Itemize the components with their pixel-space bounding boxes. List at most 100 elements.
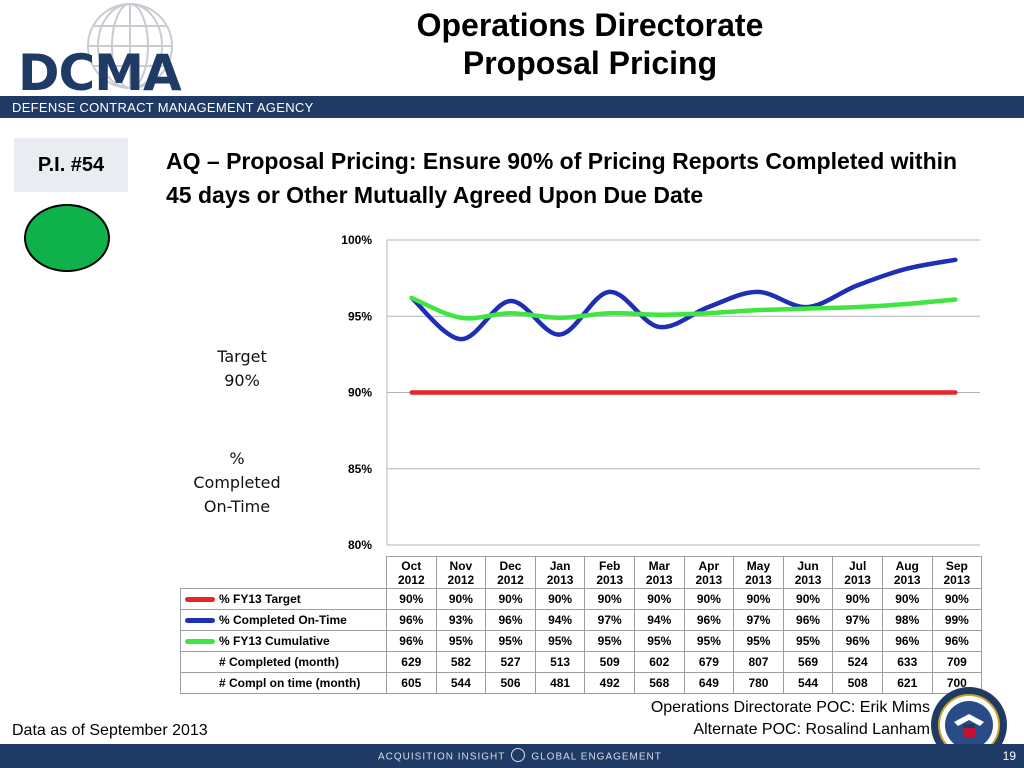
- month-name: Jan: [549, 558, 571, 573]
- agency-name: DEFENSE CONTRACT MANAGEMENT AGENCY: [12, 100, 314, 115]
- table-cell: 90%: [733, 588, 784, 610]
- table-cell: 96%: [832, 630, 883, 652]
- table-cell: 93%: [435, 609, 487, 631]
- y-tick-label: 80%: [348, 538, 372, 552]
- table-cell: 95%: [485, 630, 536, 652]
- table-cell: 605: [386, 672, 437, 694]
- month-year: 2013: [794, 572, 822, 587]
- primary-poc: Operations Directorate POC: Erik Mims: [650, 699, 930, 716]
- table-cell: 621: [881, 672, 933, 694]
- table-cell: 90%: [633, 588, 685, 610]
- table-cell: 90%: [881, 588, 933, 610]
- y-tick-label: 100%: [341, 233, 372, 247]
- table-cell: 95%: [633, 630, 685, 652]
- table-cell: 99%: [931, 609, 983, 631]
- table-cell: 544: [435, 672, 487, 694]
- month-header: Dec 2012: [485, 556, 536, 589]
- month-name: Feb: [599, 558, 621, 573]
- table-cell: 98%: [881, 609, 933, 631]
- row-label-cell: % FY13 Target: [180, 588, 387, 610]
- table-cell: 95%: [584, 630, 635, 652]
- y-axis-label-line2: Completed: [193, 473, 281, 492]
- table-cell: 569: [782, 651, 834, 673]
- month-header: Jan 2013: [534, 556, 586, 589]
- table-cell: 90%: [782, 588, 834, 610]
- table-cell: 95%: [733, 630, 784, 652]
- table-cell: 90%: [534, 588, 586, 610]
- legend-swatch: [185, 597, 215, 603]
- table-cell: 568: [633, 672, 685, 694]
- month-year: 2013: [695, 572, 723, 587]
- series-line-3: [409, 295, 958, 321]
- footer-left-text: ACQUISITION INSIGHT: [378, 751, 506, 763]
- table-cell: 96%: [683, 609, 735, 631]
- y-tick-label: 90%: [348, 386, 372, 400]
- table-cell: 508: [832, 672, 883, 694]
- table-cell: 679: [683, 651, 735, 673]
- table-cell: 649: [683, 672, 735, 694]
- table-cell: 90%: [485, 588, 536, 610]
- table-row: % FY13 Cumulative 96% 95% 95% 95% 95% 95% 95% 95…: [180, 630, 983, 652]
- month-year: 2013: [943, 572, 971, 587]
- y-tick-label: 85%: [348, 462, 372, 476]
- y-axis-ticks: 100% 95% 90% 85% 80%: [341, 233, 372, 552]
- y-axis-label-line1: %: [229, 449, 245, 468]
- table-cell: 807: [733, 651, 784, 673]
- status-indicator: [24, 204, 110, 272]
- table-cell: 94%: [633, 609, 685, 631]
- row-label: % Completed On-Time: [219, 613, 347, 627]
- month-year: 2013: [745, 572, 772, 587]
- y-axis-label: % Completed On-Time: [162, 447, 312, 519]
- table-header-row: Oct 2012 Nov 2012 Dec 2012 Jan 2013 Feb 2013 Mar 20…: [181, 556, 983, 589]
- table-row: # Compl on time (month) 605 544 506 481 492 56…: [180, 672, 983, 694]
- table-row: # Completed (month) 629 582 527 513 509 602 679…: [180, 651, 983, 673]
- month-name: Aug: [895, 558, 919, 573]
- row-label-cell: % FY13 Cumulative: [180, 630, 387, 652]
- table-cell: 90%: [584, 588, 635, 610]
- row-label-cell: # Completed (month): [180, 651, 387, 673]
- month-header: Apr 2013: [683, 556, 735, 589]
- month-header: Nov 2012: [435, 556, 487, 589]
- month-year: 2013: [546, 572, 574, 587]
- month-name: Oct: [401, 558, 422, 573]
- table-cell: 96%: [485, 609, 536, 631]
- table-cell: 90%: [435, 588, 487, 610]
- page-number: 19: [1002, 749, 1016, 763]
- table-cell: 780: [733, 672, 784, 694]
- series-line-2: [409, 257, 958, 342]
- y-axis-label-line3: On-Time: [203, 497, 271, 516]
- table-cell: 513: [534, 651, 586, 673]
- month-name: Dec: [499, 558, 522, 573]
- month-header: May 2013: [733, 556, 784, 589]
- table-cell: 90%: [683, 588, 735, 610]
- month-name: Sep: [945, 558, 968, 573]
- month-header: Feb 2013: [584, 556, 635, 589]
- row-label: # Compl on time (month): [219, 676, 361, 690]
- month-name: Apr: [698, 558, 720, 573]
- month-header: Jul 2013: [832, 556, 883, 589]
- table-cell: 90%: [931, 588, 983, 610]
- month-header: Oct 2012: [386, 556, 437, 589]
- table-cell: 90%: [832, 588, 883, 610]
- dcma-logo: DCMA: [8, 0, 236, 102]
- table-cell: 94%: [534, 609, 586, 631]
- poc-info: Operations Directorate POC: Erik Mims Al…: [651, 697, 930, 741]
- table-cell: 582: [435, 651, 487, 673]
- legend-swatch: [185, 618, 215, 624]
- month-year: 2013: [645, 572, 673, 587]
- metric-title: AQ – Proposal Pricing: Ensure 90% of Pri…: [166, 148, 958, 208]
- table-cell: 633: [881, 651, 933, 673]
- month-year: 2013: [893, 572, 921, 587]
- month-header: Aug 2013: [881, 556, 933, 589]
- target-label-line1: Target: [217, 347, 267, 366]
- month-name: Jul: [848, 558, 867, 573]
- month-year: 2013: [596, 572, 624, 587]
- month-name: May: [746, 558, 771, 573]
- table-cell: 492: [584, 672, 635, 694]
- month-year: 2012: [497, 572, 524, 587]
- table-cell: 90%: [386, 588, 437, 610]
- chart-series: [409, 257, 958, 395]
- title-line-2: Proposal Pricing: [462, 45, 718, 81]
- month-year: 2013: [844, 572, 871, 587]
- month-header: Mar 2013: [633, 556, 685, 589]
